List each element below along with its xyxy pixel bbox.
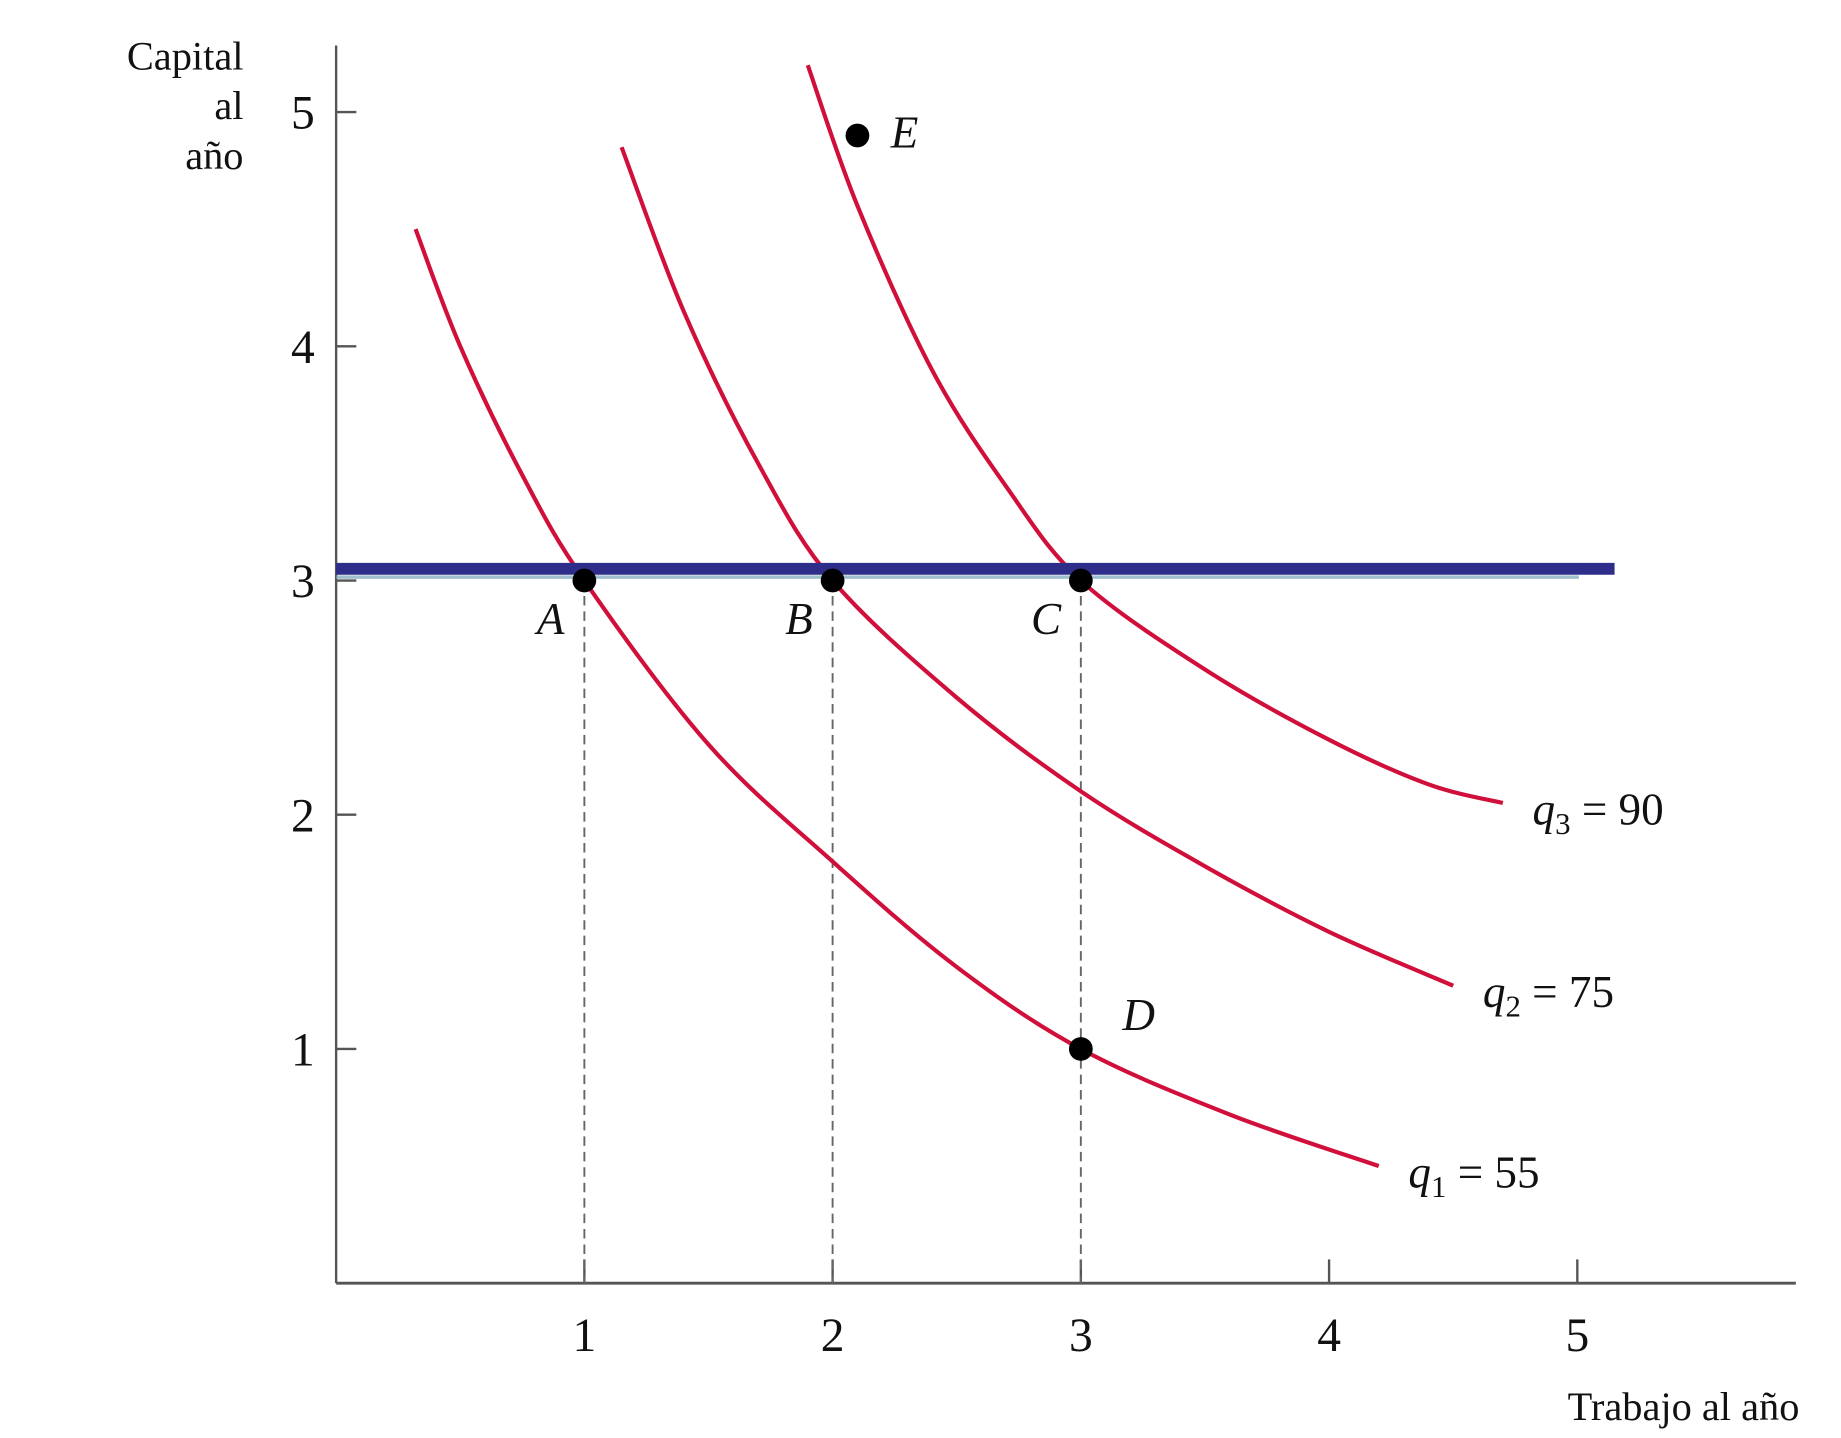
y-axis-label-line-3: año: [185, 133, 243, 178]
point-C: [1068, 568, 1093, 593]
isoquant-q3: [805, 64, 1504, 806]
x-tick-label: 4: [1317, 1310, 1341, 1362]
point-label-A: A: [534, 594, 565, 644]
y-tick-label: 5: [291, 88, 315, 140]
x-tick-label: 3: [1069, 1310, 1093, 1362]
axes: [334, 45, 1796, 1285]
point-D: [1068, 1037, 1093, 1061]
x-tick-label: 5: [1565, 1310, 1589, 1362]
isoquant-label-q2: q2 = 75: [1483, 967, 1614, 1024]
point-label-C: C: [1031, 594, 1062, 644]
y-tick-label: 3: [291, 556, 315, 608]
point-E: [845, 123, 870, 148]
x-tick-label: 1: [572, 1310, 596, 1362]
point-A: [572, 568, 597, 593]
point-label-B: B: [785, 594, 813, 644]
isoquant-q1: [413, 228, 1380, 1169]
point-label-D: D: [1121, 990, 1155, 1040]
point-label-E: E: [890, 107, 919, 157]
y-tick-label: 2: [291, 790, 315, 842]
isoquant-q2: [619, 146, 1455, 988]
y-axis-label-line-1: Capital: [127, 33, 244, 78]
isoquant-label-q3: q3 = 90: [1533, 784, 1664, 841]
y-tick-label: 4: [291, 322, 315, 374]
x-tick-label: 2: [821, 1310, 845, 1362]
y-axis-label-line-2: al: [214, 83, 243, 128]
x-axis-label: Trabajo al año: [1568, 1384, 1800, 1429]
y-tick-label: 1: [291, 1025, 315, 1077]
isoquant-label-q1: q1 = 55: [1408, 1147, 1539, 1204]
point-B: [820, 568, 845, 593]
